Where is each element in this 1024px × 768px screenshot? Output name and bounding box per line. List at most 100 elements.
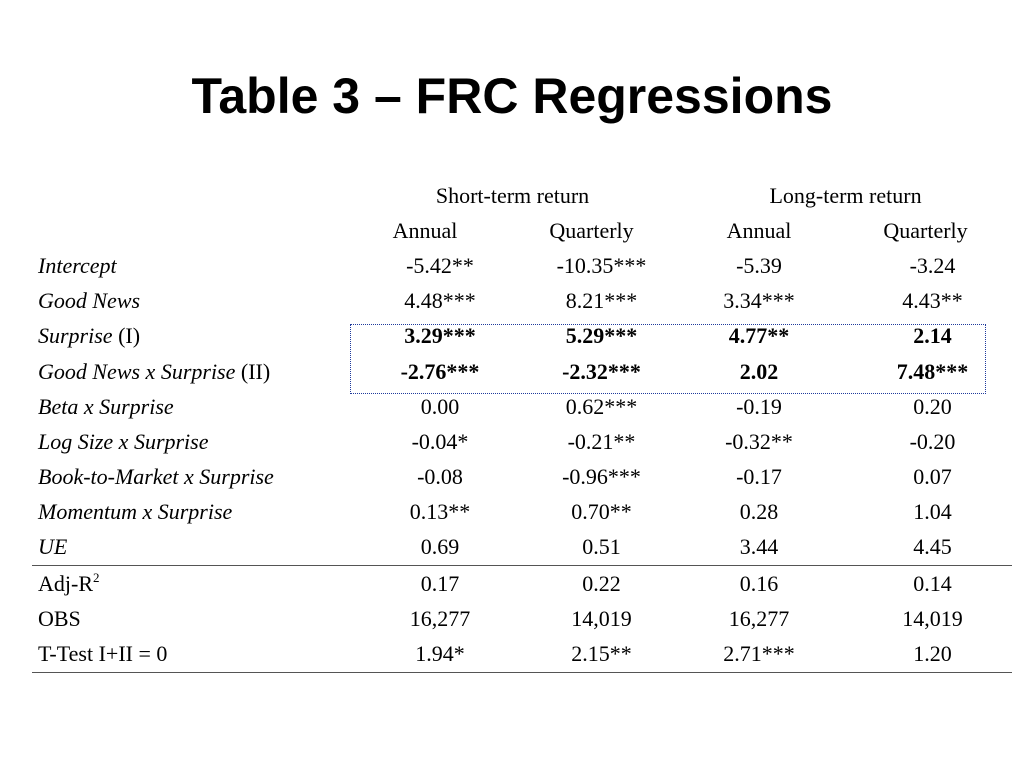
table-cell: 4.48***	[404, 288, 476, 314]
table-cell: 14,019	[571, 605, 632, 631]
row-label-italic: Good News x Surprise	[38, 358, 236, 384]
table-cell: -2.76***	[400, 358, 480, 384]
table-cell: 3.34***	[723, 288, 795, 314]
stat-label-text: OBS	[38, 605, 81, 631]
table-cell: 8.21***	[565, 288, 638, 314]
table-cell: -2.32***	[562, 358, 641, 384]
regression-table: Short-term return Long-term return Annua…	[32, 178, 1013, 673]
subheader-row: Annual Quarterly Annual Quarterly	[32, 213, 1012, 248]
table-cell: -0.20	[909, 428, 956, 454]
table-cell: 5.29***	[565, 323, 638, 349]
table-cell: 1.04	[913, 499, 952, 525]
table-cell: 3.29***	[404, 323, 476, 349]
stat-label: T-Test I+II = 0	[32, 636, 346, 673]
row-label: Momentum x Surprise	[32, 495, 346, 530]
row-label: Surprise (I)	[32, 319, 346, 354]
table-cell: 0.22	[504, 565, 680, 602]
regression-table-container: Short-term return Long-term return Annua…	[32, 178, 1013, 678]
table-cell: -5.39	[736, 252, 782, 278]
table-row: UE 0.69 0.51 3.44 4.45	[32, 530, 1012, 566]
table-cell: -0.17	[736, 464, 782, 490]
table-cell: 4.77**	[728, 323, 790, 349]
table-cell: 2.15**	[504, 636, 680, 673]
table-cell: 0.07	[913, 464, 952, 490]
table-cell: -0.04*	[411, 428, 469, 454]
row-label: Beta x Surprise	[32, 389, 346, 424]
table-cell: 4.43**	[902, 288, 963, 314]
table-cell: -0.96***	[562, 464, 641, 490]
row-label: Good News x Surprise (II)	[32, 354, 346, 389]
table-cell: 2.71***	[679, 636, 840, 673]
table-cell: -0.21**	[567, 428, 636, 454]
table-cell: 0.20	[913, 393, 952, 419]
table-cell: -0.32**	[725, 428, 793, 454]
row-label: Book-to-Market x Surprise	[32, 460, 346, 495]
table-cell: 0.51	[582, 534, 621, 560]
table-cell: 0.16	[679, 565, 840, 602]
statistics-rows: Adj-R2 0.17 0.22 0.16 0.14 OBS 16,277 14,019 16,…	[32, 565, 1013, 673]
table-cell: 0.14	[839, 565, 1013, 602]
table-cell: -0.08	[417, 464, 463, 490]
table-cell: 2.14	[913, 323, 952, 349]
table-row: Good News x Surprise (II) -2.76*** -2.32**…	[32, 354, 1012, 389]
subheader-blank	[32, 213, 346, 248]
row-label-italic: Beta x Surprise	[38, 393, 174, 419]
table-cell: 0.00	[420, 393, 460, 419]
stat-label-text: Adj-R	[38, 571, 93, 597]
row-label-italic: Intercept	[38, 252, 117, 278]
table-cell: 0.62***	[565, 393, 638, 419]
table-cell: 0.28	[739, 499, 779, 525]
table-cell: 2.02	[739, 358, 779, 384]
row-label-italic: Log Size x Surprise	[38, 428, 209, 454]
row-label-suffix: (II)	[235, 358, 271, 384]
subheader-short-annual: Annual	[392, 217, 458, 243]
table-cell: 0.70**	[571, 499, 632, 525]
row-label: Log Size x Surprise	[32, 424, 346, 459]
table-row: Momentum x Surprise 0.13** 0.70** 0.28 1.04	[32, 495, 1012, 530]
group-short-term: Short-term return	[435, 182, 590, 208]
row-label: UE	[32, 530, 346, 566]
row-label-italic: Momentum x Surprise	[38, 499, 233, 525]
stat-row: OBS 16,277 14,019 16,277 14,019	[32, 601, 1012, 636]
stat-label-text: T-Test I+II = 0	[38, 641, 168, 667]
table-row: Log Size x Surprise -0.04* -0.21** -0.32** -…	[32, 424, 1012, 459]
table-cell: -3.24	[909, 252, 956, 278]
table-cell: 14,019	[902, 605, 963, 631]
row-label-italic: Good News	[38, 288, 141, 314]
table-cell: -10.35***	[556, 252, 647, 278]
slide-title: Table 3 – FRC Regressions	[191, 68, 833, 124]
table-row: Book-to-Market x Surprise -0.08 -0.96*** -0…	[32, 460, 1012, 495]
table-cell: 0.69	[420, 534, 460, 560]
table-cell: 4.45	[913, 534, 952, 560]
table-cell: 7.48***	[896, 358, 969, 384]
table-cell: -5.42**	[406, 252, 474, 278]
table-cell: 1.20	[839, 636, 1013, 673]
stat-label-superscript: 2	[93, 570, 100, 586]
row-label-italic: UE	[38, 534, 68, 560]
row-label-italic: Surprise	[38, 323, 113, 349]
table-row: Good News 4.48*** 8.21*** 3.34*** 4.43**	[32, 284, 1012, 319]
stat-label: OBS	[32, 601, 346, 636]
header-blank	[32, 178, 346, 213]
stat-label: Adj-R2	[32, 565, 346, 602]
group-long-term: Long-term return	[769, 182, 922, 208]
table-cell: 0.17	[346, 565, 504, 602]
subheader-short-quarterly: Quarterly	[549, 217, 634, 243]
table-cell: 1.94*	[346, 636, 504, 673]
table-row: Intercept -5.42** -10.35*** -5.39 -3.24	[32, 248, 1012, 283]
table-cell: 3.44	[739, 534, 779, 560]
table-cell: 16,277	[409, 605, 471, 631]
subheader-long-quarterly: Quarterly	[883, 217, 968, 243]
table-cell: 16,277	[728, 605, 790, 631]
stat-row: T-Test I+II = 0 1.94* 2.15** 2.71*** 1.20	[32, 636, 1013, 673]
column-group-row: Short-term return Long-term return	[32, 178, 1012, 213]
row-label: Good News	[32, 284, 346, 319]
stat-row: Adj-R2 0.17 0.22 0.16 0.14	[32, 565, 1013, 602]
row-label-italic: Book-to-Market x Surprise	[38, 464, 274, 490]
table-row: Beta x Surprise 0.00 0.62*** -0.19 0.20	[32, 389, 1012, 424]
coefficient-rows: Intercept -5.42** -10.35*** -5.39 -3.24 Good …	[32, 248, 1012, 565]
row-label: Intercept	[32, 248, 346, 283]
row-label-suffix: (I)	[112, 323, 141, 349]
table-cell: 0.13**	[409, 499, 471, 525]
table-cell: -0.19	[736, 393, 782, 419]
